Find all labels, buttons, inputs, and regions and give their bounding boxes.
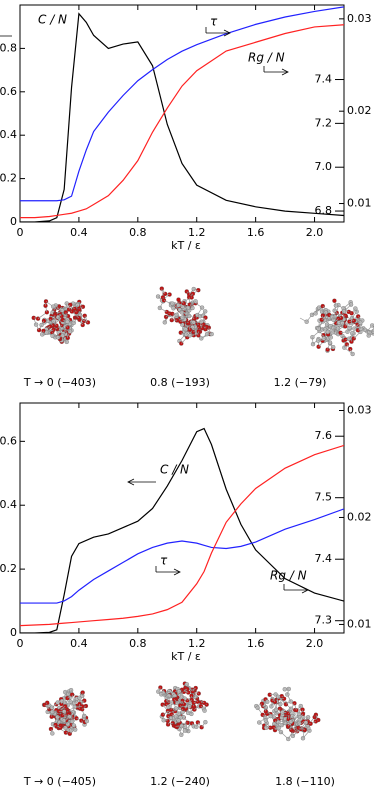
y-tick-label: 0.2 [0, 172, 17, 185]
arrow-head [301, 586, 309, 594]
y-tick-label: 0.4 [0, 498, 17, 511]
y3-tick-label: 7.6 [315, 429, 333, 442]
series-label: C / N [38, 13, 67, 27]
snapshot-image [41, 688, 89, 736]
y2-tick-label: 0.01 [347, 617, 372, 630]
y2-tick-label: 0.03 [347, 12, 372, 25]
arrow-head [223, 29, 231, 37]
monomer [176, 297, 181, 302]
x-tick-label: 0.8 [129, 226, 147, 239]
snapshot-image [155, 286, 214, 346]
series-label: Rg / N [270, 569, 307, 583]
snapshot-caption: 0.8 (−193) [150, 376, 210, 389]
y3-tick-label: 7.2 [315, 116, 333, 129]
x-tick-label: 1.6 [247, 637, 265, 650]
y3-tick-label: 7.4 [315, 552, 333, 565]
monomer [282, 687, 287, 692]
series-label: τ [160, 554, 168, 568]
snapshot-caption: T → 0 (−403) [23, 376, 96, 389]
y-tick-label: 0.8 [0, 41, 17, 54]
monomer [65, 319, 70, 324]
series-line [20, 427, 344, 633]
x-tick-label: 2.0 [306, 637, 324, 650]
series-line [20, 444, 344, 627]
snapshot-caption: 1.2 (−79) [274, 376, 327, 389]
x-tick-label: 1.2 [188, 226, 206, 239]
y-tick-label: 0.6 [0, 434, 17, 447]
y2-tick-label: 0.02 [347, 510, 372, 523]
y2-tick-label: 0.02 [347, 104, 372, 117]
y-tick-label: 0.6 [0, 85, 17, 98]
x-axis-label: kT / ε [171, 650, 201, 663]
bond [372, 325, 374, 328]
snapshot-caption: 1.2 (−240) [150, 775, 210, 788]
plot-frame [19, 4, 345, 223]
y2-tick-label: 0.03 [347, 403, 372, 416]
x-tick-label: 0.8 [129, 637, 147, 650]
snapshot-caption: 1.8 (−110) [275, 775, 335, 788]
arrow-head [127, 478, 135, 486]
snapshot-image [156, 681, 209, 737]
snapshot-image [299, 298, 374, 357]
arrow-head [173, 568, 181, 576]
x-tick-label: 1.2 [188, 637, 206, 650]
monomer [50, 731, 55, 736]
x-tick-label: 0.4 [70, 226, 88, 239]
y3-tick-label: 7.3 [315, 614, 333, 627]
snapshot-image [254, 686, 321, 742]
monomer [332, 298, 337, 303]
arrow-head [281, 68, 289, 76]
x-tick-label: 1.6 [247, 226, 265, 239]
snapshot-caption: T → 0 (−405) [23, 775, 96, 788]
y-tick-label: 0.4 [0, 128, 17, 141]
y-tick-label: 0 [10, 626, 17, 639]
series-line [20, 24, 344, 219]
series-line [20, 12, 344, 222]
y3-tick-label: 7.4 [315, 73, 333, 86]
series-line [20, 508, 344, 604]
y3-tick-label: 6.8 [315, 204, 333, 217]
y-tick-label: 0 [10, 215, 17, 228]
x-tick-label: 0 [17, 637, 24, 650]
series-line [20, 6, 344, 202]
series-label: τ [210, 15, 218, 29]
y-tick-label: 0.2 [0, 562, 17, 575]
x-tick-label: 0 [17, 226, 24, 239]
x-axis-label: kT / ε [171, 239, 201, 252]
x-tick-label: 0.4 [70, 637, 88, 650]
monomer [203, 720, 208, 725]
plot-frame [19, 402, 345, 634]
series-label: Rg / N [248, 51, 285, 65]
y2-tick-label: 0.01 [347, 197, 372, 210]
y3-tick-label: 7.0 [315, 160, 333, 173]
y3-tick-label: 7.5 [315, 491, 333, 504]
series-label: C / N [160, 463, 189, 477]
x-tick-label: 2.0 [306, 226, 324, 239]
snapshot-image [31, 299, 91, 345]
